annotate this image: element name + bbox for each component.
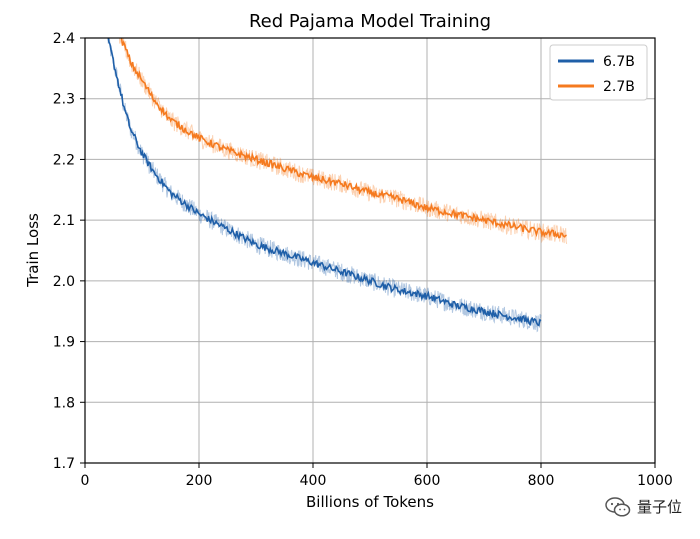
watermark-text: 量子位 [636, 498, 682, 516]
y-tick-label: 1.9 [53, 335, 75, 351]
x-tick-label: 600 [414, 473, 441, 489]
grid-lines [84, 37, 656, 464]
x-axis-label: Billions of Tokens [306, 493, 434, 511]
legend-label-2.7b: 2.7B [603, 79, 635, 95]
y-tick-label: 2.4 [53, 31, 75, 47]
chart-title: Red Pajama Model Training [249, 11, 491, 32]
x-tick-label: 800 [528, 473, 555, 489]
series-lines [107, 38, 568, 333]
y-axis-label: Train Loss [24, 213, 42, 288]
series-line-2.7B [120, 38, 567, 239]
y-tick-label: 1.7 [53, 456, 75, 472]
x-tick-label: 200 [186, 473, 213, 489]
series-line-6.7B [107, 38, 542, 327]
series-noise-6.7B [107, 38, 542, 333]
x-tick-label: 0 [81, 473, 90, 489]
wechat-icon [605, 496, 631, 517]
x-tick-label: 400 [300, 473, 327, 489]
y-tick-label: 2.0 [53, 274, 75, 290]
y-tick-label: 2.1 [53, 213, 75, 229]
legend-label-6.7b: 6.7B [603, 54, 635, 70]
plot-frame [84, 37, 656, 464]
watermark: 量子位 [605, 496, 682, 517]
y-tick-label: 2.2 [53, 152, 75, 168]
y-tick-label: 1.8 [53, 395, 75, 411]
legend: 6.7B 2.7B [549, 44, 648, 101]
x-tick-label: 1000 [637, 473, 673, 489]
tick-labels: 0 200 400 600 800 1000 1.7 1.8 1.9 2.0 2.1 2.2 2.3 2.… [53, 31, 673, 489]
y-tick-label: 2.3 [53, 92, 75, 108]
